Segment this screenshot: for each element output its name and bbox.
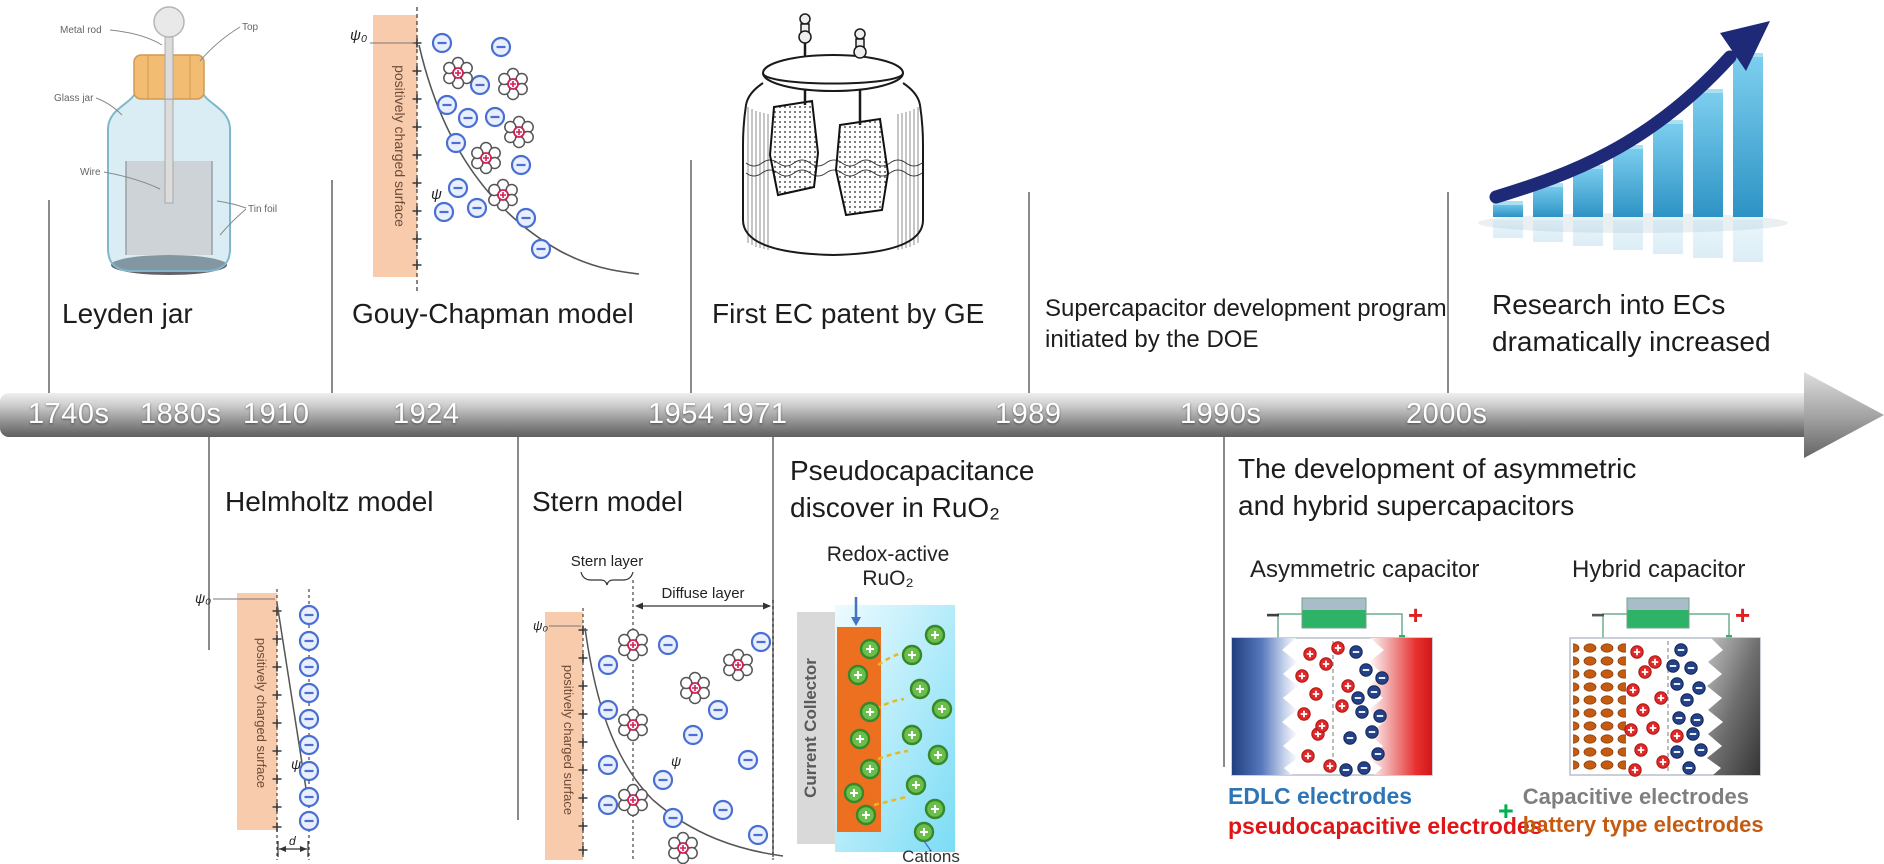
research-line1: Research into ECs xyxy=(1492,289,1726,320)
ruo2-illustration: Current Collector Cations xyxy=(797,597,960,864)
surface-label: positively charged surface xyxy=(561,665,576,815)
timeline-connector xyxy=(1223,437,1225,767)
psi-label: ψ xyxy=(431,186,442,203)
development-line1: The development of asymmetric xyxy=(1238,453,1637,484)
pseudocapacitive-electrodes-label: pseudocapacitive electrodes xyxy=(1228,813,1543,839)
doe-line1: Supercapacitor development program xyxy=(1045,295,1447,322)
timeline-connector xyxy=(208,437,210,650)
asymmetric-capacitor-title: Asymmetric capacitor xyxy=(1250,556,1480,583)
hybrid-legend: + Capacitive electrodes battery type ele… xyxy=(1498,783,1764,839)
year-1971: 1971 xyxy=(721,398,788,430)
psi0-label: ψ₀ xyxy=(195,590,211,606)
gouy-chapman-illustration: positively charged surface ψ₀ ψ xyxy=(350,7,640,291)
timeline-connector xyxy=(1028,192,1030,393)
diffuse-layer-label: Diffuse layer xyxy=(661,585,744,602)
psi0-label: ψ₀ xyxy=(350,27,367,44)
surface-label: positively charged surface xyxy=(254,638,269,788)
year-1954: 1954 xyxy=(648,398,715,430)
growth-arrow-icon xyxy=(1489,50,1737,204)
leyden-title: Leyden jar xyxy=(62,298,193,329)
year-1924: 1924 xyxy=(393,398,460,430)
minus-terminal-label: − xyxy=(1266,602,1280,629)
helmholtz-title: Helmholtz model xyxy=(225,486,434,517)
wire-label: Wire xyxy=(80,167,101,178)
cations-label: Cations xyxy=(902,847,960,864)
doe-text: Supercapacitor development program initi… xyxy=(1045,293,1447,355)
timeline-connector xyxy=(517,437,519,820)
tin-foil-label: Tin foil xyxy=(248,204,277,215)
pseudocapacitance-title: Pseudocapacitance discover in RuO₂ xyxy=(790,452,1034,526)
redox-label: Redox-active RuO₂ xyxy=(826,543,950,590)
glass-jar-label: Glass jar xyxy=(54,93,94,104)
metal-rod-label: Metal rod xyxy=(60,25,102,36)
pseudo-line2: discover in RuO₂ xyxy=(790,492,1001,523)
hybrid-capacitor-illustration: − + xyxy=(1569,597,1761,778)
gouy-title: Gouy-Chapman model xyxy=(352,298,634,329)
year-2000s: 2000s xyxy=(1406,398,1488,430)
minus-terminal-label: − xyxy=(1591,602,1605,629)
stern-title: Stern model xyxy=(532,486,683,517)
capacitive-electrodes-label: Capacitive electrodes xyxy=(1522,784,1750,809)
timeline-connector xyxy=(48,200,50,393)
current-collector-label: Current Collector xyxy=(801,658,820,798)
timeline-arrowhead-icon xyxy=(1804,372,1884,458)
edlc-electrodes-label: EDLC electrodes xyxy=(1228,783,1413,809)
stern-illustration: Stern layer Diffuse layer positively cha… xyxy=(533,553,784,864)
doe-line2: initiated by the DOE xyxy=(1045,326,1259,353)
asymmetric-legend: EDLC electrodes pseudocapacitive electro… xyxy=(1228,781,1542,841)
development-line2: and hybrid supercapacitors xyxy=(1238,490,1575,521)
stern-layer-label: Stern layer xyxy=(571,553,644,570)
top-label: Top xyxy=(242,22,259,33)
pseudo-line1: Pseudocapacitance xyxy=(790,455,1035,486)
plus-terminal-label: + xyxy=(1408,600,1423,630)
research-line2: dramatically increased xyxy=(1492,326,1771,357)
psi0-label: ψ₀ xyxy=(533,618,548,633)
helmholtz-illustration: positively charged surface ψ₀ ψ d xyxy=(195,589,320,860)
timeline-connector xyxy=(331,180,333,393)
surface-label: positively charged surface xyxy=(392,65,408,227)
timeline-bar xyxy=(0,393,1810,437)
psi-label: ψ xyxy=(291,756,301,772)
year-1990s: 1990s xyxy=(1180,398,1262,430)
research-text: Research into ECs dramatically increased xyxy=(1492,286,1771,360)
timeline-connector xyxy=(1447,192,1449,393)
year-1740s: 1740s xyxy=(28,398,110,430)
battery-type-electrodes-label: battery type electrodes xyxy=(1522,812,1764,837)
plus-icon: + xyxy=(1498,795,1514,826)
hybrid-capacitor-title: Hybrid capacitor xyxy=(1572,556,1746,583)
year-1910: 1910 xyxy=(243,398,310,430)
growth-chart-illustration xyxy=(1478,21,1788,262)
distance-label: d xyxy=(289,834,296,848)
development-title: The development of asymmetric and hybrid… xyxy=(1238,450,1636,524)
asymmetric-capacitor-illustration: − + xyxy=(1231,597,1433,778)
psi-label: ψ xyxy=(671,753,681,769)
ge-patent-illustration xyxy=(742,13,924,257)
year-1989: 1989 xyxy=(995,398,1062,430)
plus-terminal-label: + xyxy=(1735,600,1750,630)
timeline-connector xyxy=(690,160,692,393)
patent-title: First EC patent by GE xyxy=(712,298,985,329)
leyden-jar-illustration: Metal rod Top Glass jar Wire Tin foil xyxy=(54,6,277,275)
timeline-connector xyxy=(772,437,774,857)
year-1880s: 1880s xyxy=(140,398,222,430)
